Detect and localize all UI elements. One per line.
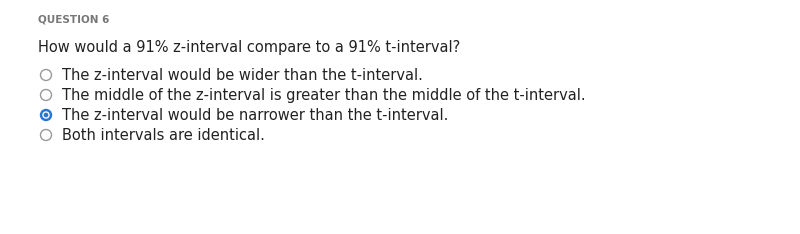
- Circle shape: [44, 113, 48, 117]
- Text: How would a 91% z-interval compare to a 91% t-interval?: How would a 91% z-interval compare to a …: [38, 40, 460, 55]
- Text: The z-interval would be wider than the t-interval.: The z-interval would be wider than the t…: [62, 68, 423, 83]
- Circle shape: [43, 112, 49, 118]
- Circle shape: [41, 110, 51, 121]
- Text: The middle of the z-interval is greater than the middle of the t-interval.: The middle of the z-interval is greater …: [62, 88, 586, 103]
- Text: Both intervals are identical.: Both intervals are identical.: [62, 128, 265, 143]
- Text: The z-interval would be narrower than the t-interval.: The z-interval would be narrower than th…: [62, 108, 448, 123]
- Text: QUESTION 6: QUESTION 6: [38, 14, 110, 24]
